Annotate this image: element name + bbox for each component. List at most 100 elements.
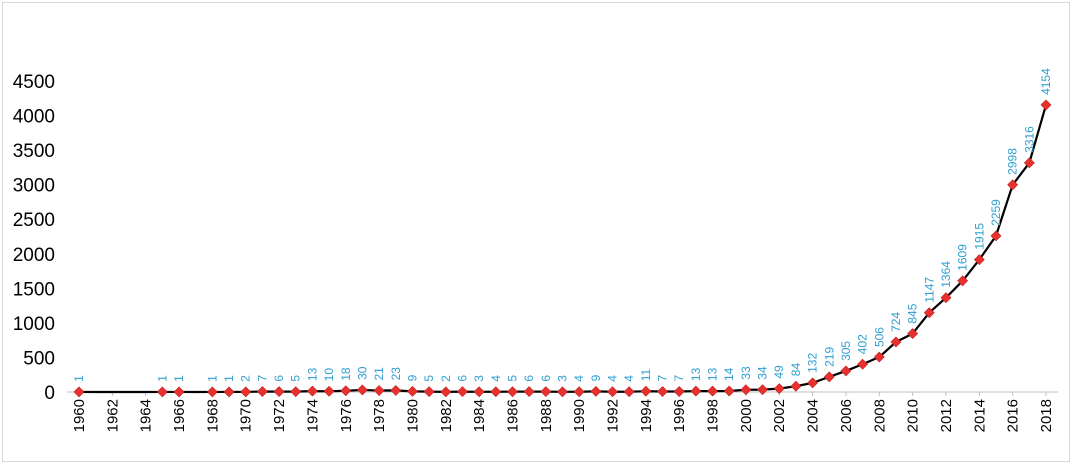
y-tick-label: 4500 bbox=[13, 72, 55, 93]
data-point-marker bbox=[173, 386, 185, 398]
x-tick-label: 2012 bbox=[938, 399, 955, 432]
x-tick-label: 1996 bbox=[671, 399, 688, 432]
data-point-marker bbox=[673, 386, 685, 397]
x-tick-label: 2004 bbox=[805, 399, 822, 432]
data-label: 305 bbox=[839, 341, 853, 361]
data-point-marker bbox=[223, 386, 235, 398]
data-label: 34 bbox=[756, 366, 770, 380]
data-label: 219 bbox=[822, 347, 836, 367]
data-label: 18 bbox=[339, 367, 353, 381]
data-label: 9 bbox=[405, 374, 419, 381]
data-point-marker bbox=[390, 384, 402, 396]
data-label: 5 bbox=[289, 375, 303, 382]
data-label: 49 bbox=[772, 365, 786, 379]
data-point-marker bbox=[823, 371, 835, 383]
x-tick-label: 1982 bbox=[438, 399, 455, 432]
data-point-marker bbox=[757, 384, 768, 396]
data-label: 845 bbox=[906, 303, 920, 323]
x-tick-label: 2018 bbox=[1038, 399, 1055, 432]
data-label: 2 bbox=[239, 375, 253, 382]
x-tick-label: 2010 bbox=[905, 399, 922, 432]
data-point-marker bbox=[357, 384, 368, 396]
data-label: 6 bbox=[455, 375, 469, 382]
x-tick-label: 2002 bbox=[771, 399, 788, 432]
data-point-marker bbox=[840, 365, 852, 377]
data-label: 7 bbox=[672, 375, 686, 382]
data-point-marker bbox=[490, 386, 502, 398]
data-label: 3316 bbox=[1022, 126, 1036, 153]
data-point-marker bbox=[723, 385, 735, 397]
x-tick-label: 1974 bbox=[304, 399, 321, 432]
y-axis-ticks: 0 500 1000 1500 2000 2500 3000 3500 4000 4500 bbox=[13, 72, 55, 404]
data-point-marker bbox=[957, 275, 969, 287]
data-point-marker bbox=[557, 386, 568, 398]
data-label: 11 bbox=[639, 368, 653, 381]
data-point-marker bbox=[923, 307, 935, 319]
data-point-marker bbox=[256, 386, 268, 397]
data-point-marker bbox=[873, 351, 885, 363]
x-tick-label: 1986 bbox=[504, 399, 521, 432]
data-point-marker bbox=[640, 385, 652, 397]
x-tick-label: 2008 bbox=[871, 399, 888, 432]
data-point-marker bbox=[273, 386, 285, 398]
data-label: 2 bbox=[439, 375, 453, 382]
data-point-marker bbox=[423, 386, 435, 398]
data-point-marker bbox=[540, 386, 552, 398]
data-point-marker bbox=[690, 385, 702, 397]
data-label: 1 bbox=[155, 375, 169, 382]
data-label: 5 bbox=[422, 375, 436, 382]
data-point-marker bbox=[73, 386, 85, 398]
data-point-marker bbox=[773, 383, 785, 395]
data-label: 21 bbox=[372, 367, 386, 381]
data-label: 2998 bbox=[1006, 148, 1020, 175]
y-tick-label: 2000 bbox=[13, 245, 55, 266]
x-tick-label: 1970 bbox=[238, 399, 255, 432]
data-point-marker bbox=[323, 385, 335, 397]
data-point-marker bbox=[607, 386, 618, 398]
data-label: 13 bbox=[305, 367, 319, 381]
x-tick-label: 1992 bbox=[605, 399, 622, 432]
x-tick-label: 2000 bbox=[738, 399, 755, 432]
data-label: 1 bbox=[72, 375, 86, 382]
data-point-marker bbox=[206, 386, 218, 398]
data-point-marker bbox=[156, 386, 168, 398]
x-tick-label: 1984 bbox=[471, 399, 488, 432]
data-label: 1915 bbox=[972, 223, 986, 250]
x-tick-label: 1966 bbox=[171, 399, 188, 432]
x-tick-label: 1964 bbox=[138, 399, 155, 432]
data-point-marker bbox=[1023, 157, 1035, 169]
data-label: 6 bbox=[522, 375, 536, 382]
y-tick-label: 0 bbox=[44, 383, 55, 404]
data-label: 4 bbox=[572, 375, 586, 382]
data-point-marker bbox=[890, 336, 902, 348]
data-point-marker bbox=[573, 386, 585, 398]
data-label: 23 bbox=[389, 367, 403, 381]
x-tick-label: 1980 bbox=[404, 399, 421, 432]
data-label: 2259 bbox=[989, 199, 1003, 226]
data-point-marker bbox=[973, 254, 985, 266]
x-tick-label: 1994 bbox=[638, 399, 655, 432]
data-point-marker bbox=[373, 385, 385, 396]
data-label: 506 bbox=[872, 327, 886, 347]
y-tick-label: 1500 bbox=[13, 279, 55, 300]
data-point-marker bbox=[407, 385, 418, 397]
y-tick-label: 2500 bbox=[13, 210, 55, 231]
data-label: 84 bbox=[789, 363, 803, 377]
data-point-marker bbox=[306, 385, 318, 397]
data-label: 13 bbox=[689, 367, 703, 381]
y-tick-label: 500 bbox=[23, 348, 55, 369]
data-point-marker bbox=[1007, 179, 1019, 191]
data-label: 1364 bbox=[939, 261, 953, 288]
data-label: 3 bbox=[556, 375, 570, 382]
data-label: 1147 bbox=[922, 277, 936, 303]
data-label: 1 bbox=[205, 375, 219, 382]
data-label: 5 bbox=[505, 375, 519, 382]
x-tick-label: 1988 bbox=[538, 399, 555, 432]
data-label: 4 bbox=[606, 375, 620, 382]
x-tick-label: 1990 bbox=[571, 399, 588, 432]
data-point-marker bbox=[940, 292, 952, 304]
data-label: 4 bbox=[489, 375, 503, 382]
data-label: 724 bbox=[889, 312, 903, 332]
